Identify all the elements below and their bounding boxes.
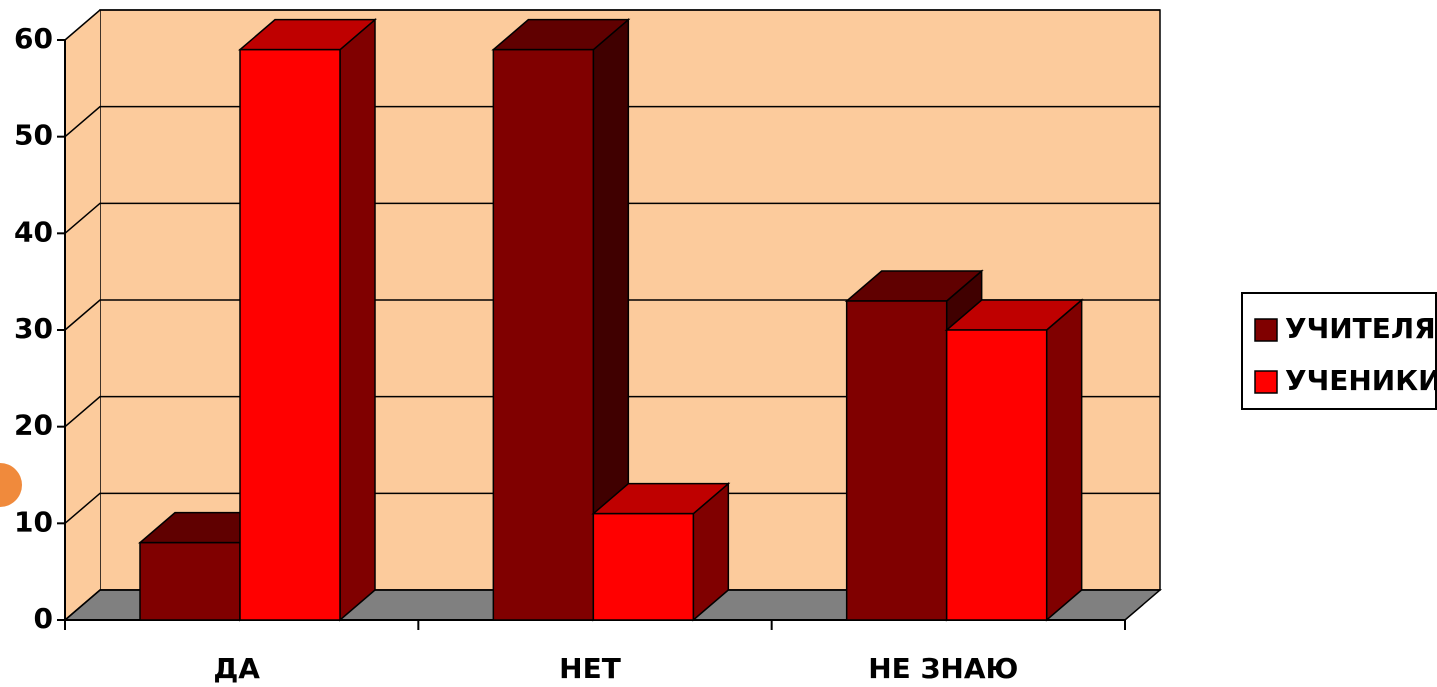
grid-line <box>64 105 1160 138</box>
bar <box>591 482 731 622</box>
legend-swatch <box>1254 318 1278 342</box>
grid-line <box>64 299 1160 331</box>
bar-front <box>492 48 595 621</box>
decoration <box>0 463 22 507</box>
x-tick-label: ДА <box>213 652 260 685</box>
grid-line <box>64 395 1160 428</box>
bar <box>944 298 1084 622</box>
legend-label: УЧИТЕЛЯ <box>1285 312 1436 345</box>
grid-line <box>64 9 1160 41</box>
legend <box>1241 292 1437 410</box>
grid-line <box>64 589 1160 621</box>
bar-side <box>1045 298 1083 622</box>
y-tick-label: 40 <box>14 215 53 248</box>
legend-label: УЧЕНИКИ <box>1285 364 1437 397</box>
x-tick-label: НЕТ <box>559 652 621 685</box>
y-tick-label: 50 <box>14 119 53 152</box>
bar <box>237 18 378 622</box>
y-tick-label: 60 <box>14 22 53 55</box>
bar-front <box>945 329 1048 621</box>
bar-side <box>339 18 376 622</box>
bar-front <box>592 512 695 621</box>
y-tick-label: 10 <box>14 505 53 538</box>
y-tick-label: 20 <box>14 409 53 442</box>
bar-front <box>139 541 241 621</box>
grid-line <box>64 202 1160 234</box>
y-tick-label: 30 <box>14 312 53 345</box>
legend-swatch <box>1254 370 1278 394</box>
bar-front <box>845 300 948 621</box>
bar <box>491 18 631 622</box>
x-tick-label: НЕ ЗНАЮ <box>868 652 1018 685</box>
bar-front <box>239 48 341 621</box>
y-tick-label: 0 <box>34 602 53 635</box>
grid-line <box>64 492 1160 524</box>
